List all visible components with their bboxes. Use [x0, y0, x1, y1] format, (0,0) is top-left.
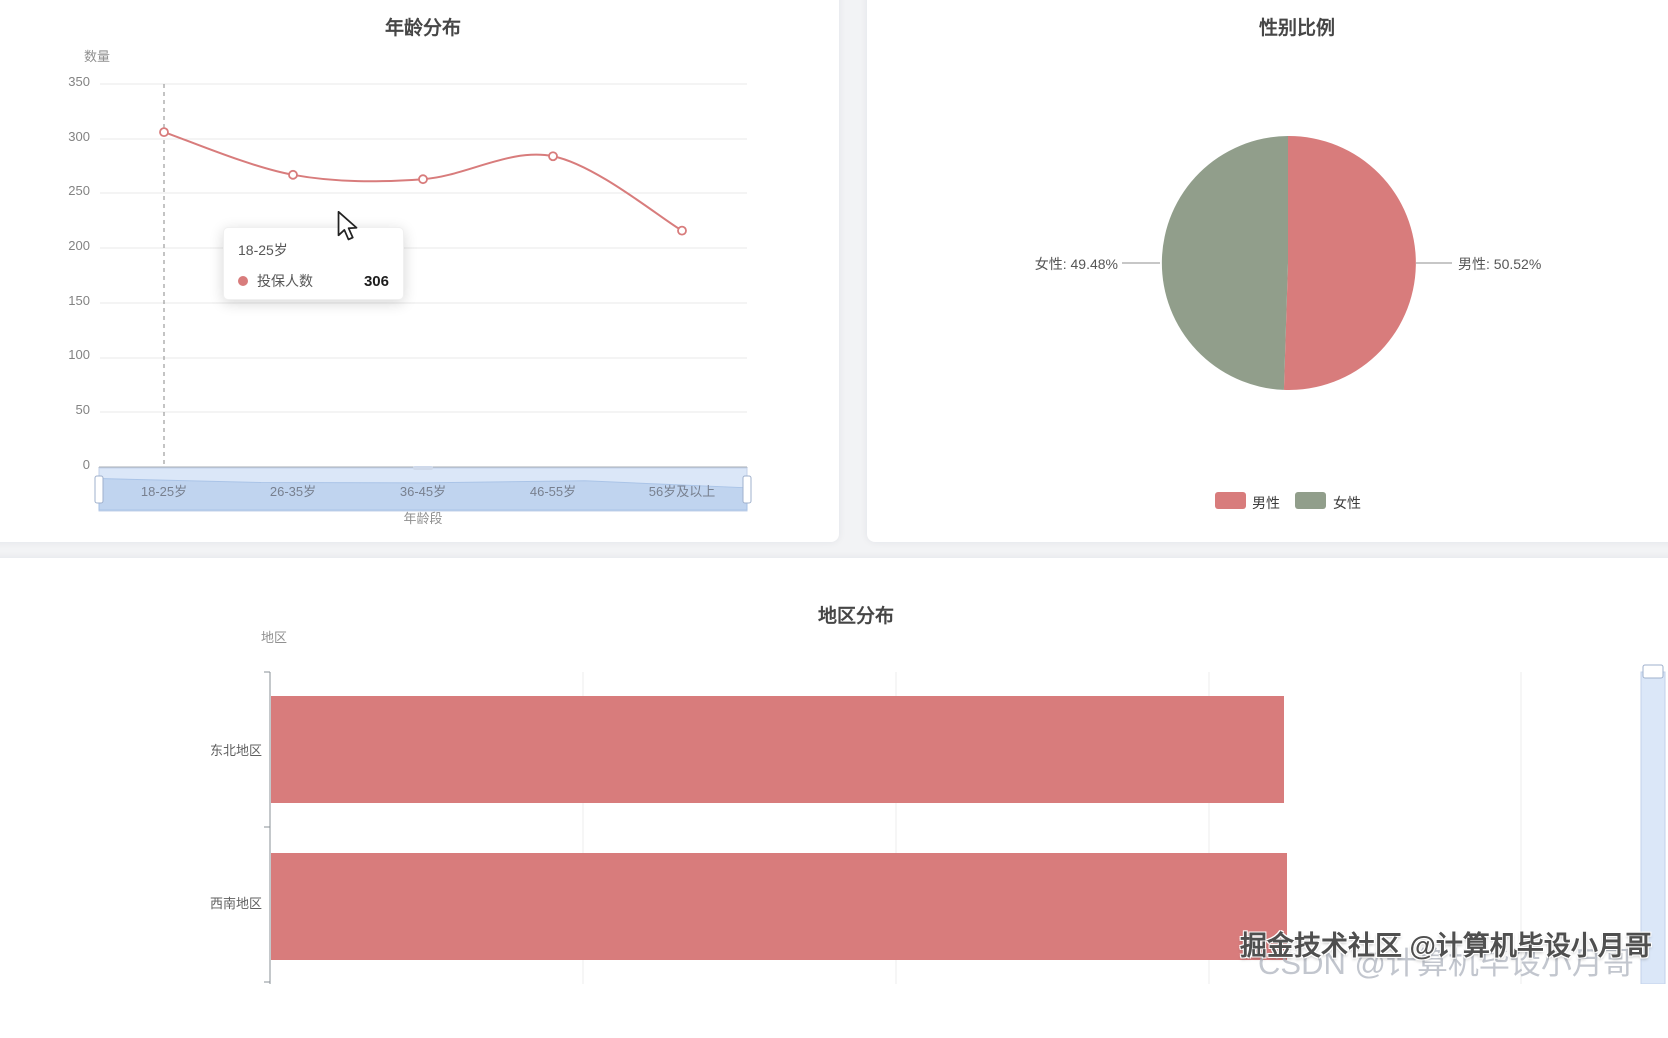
age-datazoom-left-handle[interactable] — [94, 475, 104, 504]
pie-slice-male[interactable] — [1283, 135, 1416, 390]
tooltip-value: 306 — [363, 272, 389, 290]
y-tick-100: 100 — [68, 347, 90, 362]
tooltip-series-dot-icon — [238, 276, 248, 286]
region-cat-southwest: 西南地区 — [209, 896, 262, 911]
region-bar-southwest[interactable] — [271, 853, 1287, 960]
region-chart-title: 地区分布 — [817, 606, 894, 627]
y-tick-350: 350 — [68, 74, 90, 89]
legend-label-female[interactable]: 女性 — [1333, 495, 1361, 511]
age-datazoom-data-shadow — [98, 477, 748, 511]
region-bar-northeast[interactable] — [271, 696, 1284, 803]
region-axis-ticks — [264, 671, 270, 983]
pie-slice-female[interactable] — [1161, 136, 1288, 390]
age-chart-title: 年龄分布 — [384, 18, 461, 39]
line-data-point[interactable] — [159, 127, 169, 138]
line-data-point[interactable] — [288, 169, 298, 180]
tooltip-series-name: 投保人数 — [257, 273, 313, 289]
y-tick-250: 250 — [68, 183, 90, 198]
line-data-point[interactable] — [677, 225, 687, 236]
gender-chart-title: 性别比例 — [1258, 18, 1335, 39]
pie-callout-female: 女性: 49.48% — [1034, 256, 1118, 272]
line-data-point[interactable] — [418, 174, 428, 185]
y-tick-0: 0 — [82, 457, 90, 472]
region-datazoom-top-handle[interactable] — [1642, 664, 1664, 679]
watermark-juejin: 掘金技术社区 @计算机毕设小月哥 — [1240, 931, 1652, 961]
line-data-point[interactable] — [548, 151, 558, 162]
age-chart-card — [0, 0, 839, 542]
x-cat-36-45: 36-45岁 — [399, 484, 447, 499]
x-cat-46-55: 46-55岁 — [529, 484, 577, 499]
chart-tooltip: 18-25岁 投保人数 306 — [223, 227, 404, 300]
age-datazoom-grabber[interactable] — [413, 466, 433, 470]
x-cat-56plus: 56岁及以上 — [648, 484, 716, 499]
x-cat-26-35: 26-35岁 — [269, 484, 317, 499]
pie-callout-male: 男性: 50.52% — [1458, 256, 1542, 272]
legend-label-male[interactable]: 男性 — [1252, 495, 1280, 511]
age-x-axis-name: 年龄段 — [403, 511, 443, 526]
watermark-csdn: CSDN @计算机毕设小月哥 — [1258, 946, 1634, 981]
mouse-cursor-icon — [335, 210, 361, 246]
y-tick-50: 50 — [75, 402, 90, 417]
y-tick-200: 200 — [68, 238, 90, 253]
legend-swatch-male[interactable] — [1215, 492, 1246, 509]
age-datazoom-right-handle[interactable] — [742, 475, 752, 504]
age-line-markers[interactable] — [159, 127, 687, 236]
age-chart-gridlines — [100, 83, 747, 413]
y-tick-300: 300 — [68, 129, 90, 144]
y-tick-150: 150 — [68, 293, 90, 308]
x-cat-18-25: 18-25岁 — [140, 484, 188, 499]
legend-swatch-female[interactable] — [1295, 492, 1326, 509]
tooltip-category: 18-25岁 — [238, 242, 288, 258]
region-cat-northeast: 东北地区 — [209, 743, 262, 758]
region-y-axis-name: 地区 — [260, 630, 287, 645]
age-y-axis-name: 数量 — [84, 49, 111, 64]
charts-canvas — [94, 83, 1666, 984]
